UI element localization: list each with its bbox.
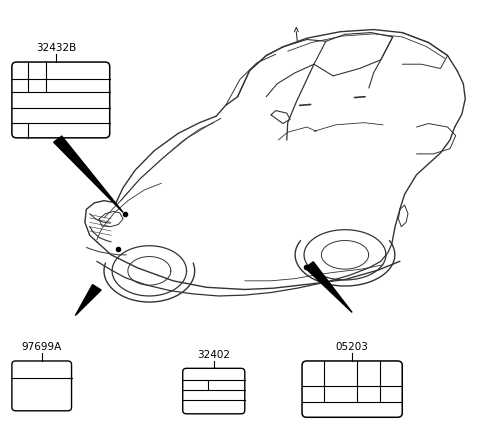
Text: 05203: 05203	[336, 342, 369, 352]
Text: 32402: 32402	[197, 350, 230, 360]
Text: 32432B: 32432B	[36, 43, 76, 53]
FancyBboxPatch shape	[183, 368, 245, 414]
FancyBboxPatch shape	[12, 361, 72, 411]
Polygon shape	[75, 285, 101, 316]
Polygon shape	[305, 262, 352, 313]
Polygon shape	[54, 136, 123, 212]
Text: 97699A: 97699A	[22, 342, 62, 352]
FancyBboxPatch shape	[12, 62, 110, 138]
FancyBboxPatch shape	[302, 361, 402, 417]
